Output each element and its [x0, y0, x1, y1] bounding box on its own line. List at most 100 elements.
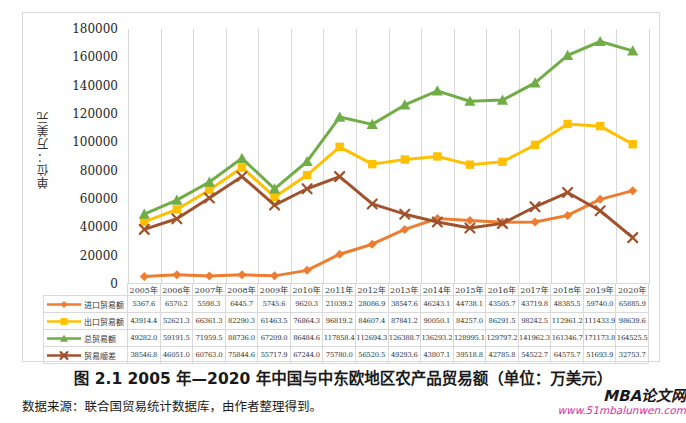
marker-square: [140, 218, 148, 226]
value-cell: 141962.3: [518, 330, 551, 347]
value-cell: 161346.7: [551, 330, 584, 347]
marker-square: [205, 186, 213, 194]
value-cell: 38546.8: [128, 347, 161, 364]
value-cell: 128995.1: [453, 330, 486, 347]
value-cell: 21039.2: [323, 296, 356, 313]
marker-x: [237, 172, 246, 181]
marker-x: [205, 193, 214, 202]
value-cell: 84607.4: [355, 313, 388, 330]
year-cell: 2013年: [388, 284, 421, 296]
source-note: 数据来源：联合国贸易统计数据库，由作者整理得到。: [22, 399, 322, 414]
marker-diamond: [368, 240, 377, 249]
marker-square: [466, 160, 474, 168]
value-cell: 38547.6: [388, 296, 421, 313]
plot-area-svg: [128, 29, 649, 284]
legend-swatch-triangle-icon: [46, 333, 82, 344]
year-row: 2005年2006年2007年2008年2009年2010年2011年2012年…: [44, 284, 649, 296]
y-tick-label: 140000: [23, 79, 118, 93]
value-cell: 48385.5: [551, 296, 584, 313]
year-cell: 2010年: [290, 284, 323, 296]
year-cell: 2016年: [486, 284, 519, 296]
legend-label: 进口贸易额: [84, 299, 124, 310]
value-cell: 67244.0: [290, 347, 323, 364]
marker-square: [629, 140, 637, 148]
value-cell: 112961.2: [551, 313, 584, 330]
value-cell: 75844.6: [225, 347, 258, 364]
value-cell: 56520.5: [355, 347, 388, 364]
year-cell: 2018年: [551, 284, 584, 296]
value-cell: 67209.0: [258, 330, 291, 347]
marker-diamond: [237, 270, 246, 279]
value-cell: 59191.5: [160, 330, 193, 347]
figure-caption: 图 2.1 2005 年—2020 年中国与中东欧地区农产品贸易额（单位：万美元…: [0, 369, 686, 389]
value-cell: 64575.7: [551, 347, 584, 364]
value-cell: 136293.2: [421, 330, 454, 347]
value-cell: 84257.0: [453, 313, 486, 330]
value-cell: 126388.7: [388, 330, 421, 347]
value-cell: 54522.7: [518, 347, 551, 364]
marker-square: [433, 152, 441, 160]
value-cell: 164525.5: [616, 330, 649, 347]
legend-swatch-square-icon: [46, 316, 82, 327]
value-cell: 88736.0: [225, 330, 258, 347]
marker-square: [401, 155, 409, 163]
value-cell: 28086.9: [355, 296, 388, 313]
value-cell: 65885.9: [616, 296, 649, 313]
value-cell: 117858.4: [323, 330, 356, 347]
value-cell: 75780.0: [323, 347, 356, 364]
y-tick-label: 100000: [23, 135, 118, 149]
value-cell: 66361.3: [193, 313, 226, 330]
marker-square: [596, 122, 604, 130]
marker-x: [628, 233, 637, 242]
value-cell: 55717.9: [258, 347, 291, 364]
value-cell: 6570.2: [160, 296, 193, 313]
marker-diamond: [531, 218, 540, 227]
y-tick-label: 80000: [23, 164, 118, 178]
table-corner-cell: [44, 284, 128, 296]
legend-label: 贸易顺差: [84, 350, 116, 361]
year-cell: 2007年: [193, 284, 226, 296]
year-cell: 2015年: [453, 284, 486, 296]
marker-diamond: [270, 271, 279, 280]
year-cell: 2017年: [518, 284, 551, 296]
value-cell: 46243.1: [421, 296, 454, 313]
marker-x: [596, 206, 605, 215]
value-cell: 51693.9: [583, 347, 616, 364]
value-cell: 90050.1: [421, 313, 454, 330]
y-tick-label: 160000: [23, 50, 118, 64]
value-cell: 71959.5: [193, 330, 226, 347]
marker-triangle: [236, 153, 247, 163]
series-line: [144, 191, 632, 277]
year-cell: 2019年: [583, 284, 616, 296]
value-cell: 111433.9: [583, 313, 616, 330]
marker-diamond: [140, 272, 149, 281]
legend-key-export: 出口贸易额: [44, 313, 128, 330]
value-cell: 43505.7: [486, 296, 519, 313]
value-cell: 76864.3: [290, 313, 323, 330]
year-cell: 2011年: [323, 284, 356, 296]
series-surplus: [140, 172, 637, 242]
marker-square: [173, 205, 181, 213]
value-cell: 5598.3: [193, 296, 226, 313]
y-tick-label: 120000: [23, 107, 118, 121]
series-import: [140, 186, 637, 281]
value-cell: 86484.6: [290, 330, 323, 347]
legend-swatch-diamond-icon: [46, 299, 82, 310]
marker-square: [335, 143, 343, 151]
watermark-site-name: MBA论文网: [557, 388, 686, 405]
value-cell: 43719.8: [518, 296, 551, 313]
value-cell: 112694.3: [355, 330, 388, 347]
value-cell: 60763.0: [193, 347, 226, 364]
table-row-surplus: 贸易顺差38546.846051.060763.075844.655717.96…: [44, 347, 649, 364]
value-cell: 32753.7: [616, 347, 649, 364]
value-cell: 46051.0: [160, 347, 193, 364]
year-cell: 2009年: [258, 284, 291, 296]
marker-diamond: [628, 186, 637, 195]
value-cell: 39518.8: [453, 347, 486, 364]
marker-square: [61, 318, 68, 325]
value-cell: 86291.5: [486, 313, 519, 330]
value-cell: 49293.6: [388, 347, 421, 364]
value-cell: 49282.0: [128, 330, 161, 347]
value-cell: 5745.6: [258, 296, 291, 313]
value-cell: 43914.4: [128, 313, 161, 330]
